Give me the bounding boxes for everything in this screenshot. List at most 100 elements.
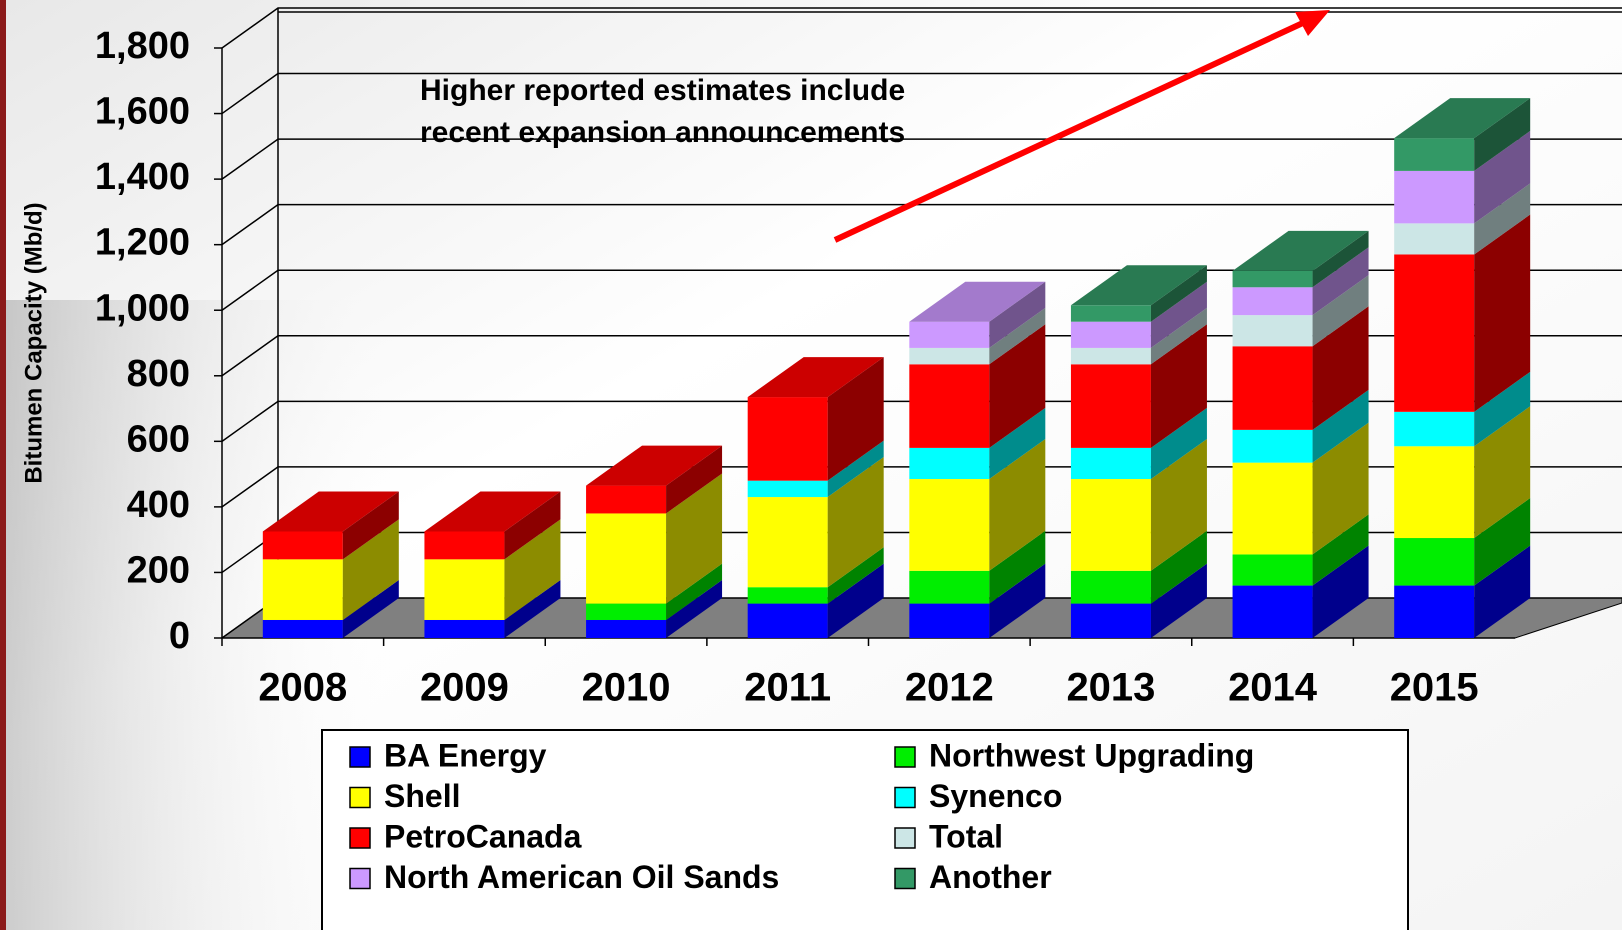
bar-side (1312, 230, 1369, 288)
bar (909, 321, 990, 348)
bar (909, 603, 990, 638)
bar (1070, 364, 1151, 448)
bar-side (1312, 422, 1369, 555)
bar-side (1474, 545, 1531, 638)
bar (586, 619, 667, 638)
bar (1232, 554, 1313, 586)
bar-side (342, 491, 399, 560)
bar (1070, 570, 1151, 604)
annotation: Higher reported estimates include (420, 74, 905, 107)
bar-side (666, 579, 723, 638)
legend-swatch (349, 786, 371, 809)
x-tick-label: 2011 (744, 666, 831, 710)
x-tick-label: 2009 (420, 666, 509, 710)
legend-label: BA Energy (384, 737, 547, 773)
x-tick-label: 2015 (1390, 666, 1479, 710)
bar (586, 485, 667, 514)
annotation: recent expansion announcements (420, 116, 905, 149)
bar (747, 397, 828, 481)
legend-items: BA Energy Northwest Upgrading Shell Synenco… (349, 737, 1254, 895)
bar (909, 479, 990, 571)
bar (747, 587, 828, 604)
bar-top (262, 491, 399, 532)
bar (1070, 305, 1151, 322)
bar-side (1474, 214, 1531, 412)
bar (1070, 347, 1151, 365)
legend-swatch (894, 746, 916, 768)
y-tick-label: 200 (127, 549, 190, 591)
left-strip (0, 0, 6, 930)
bar (1394, 446, 1475, 539)
legend (321, 729, 1409, 935)
bar-side (827, 457, 884, 588)
bar-side (1150, 324, 1207, 448)
bar-side (827, 440, 884, 498)
bar-side (989, 407, 1046, 480)
bar-side (827, 563, 884, 638)
bar (1394, 538, 1475, 586)
bar (747, 603, 828, 638)
bar-side (1150, 563, 1207, 638)
bar (909, 447, 990, 480)
arrow (833, 19, 1307, 243)
bar-side (1474, 183, 1531, 255)
bar-side (504, 519, 561, 620)
bar-top (1394, 98, 1531, 139)
bar-side (1474, 130, 1531, 224)
bar-side (827, 547, 884, 604)
bar-top (1070, 265, 1207, 306)
bar (424, 531, 505, 560)
bar-side (1312, 275, 1369, 347)
grid-line (221, 203, 1622, 246)
plot: 0 200 400 600 800 1,000 1,200 1,400 1,600 1,800 20… (95, 7, 1622, 710)
x-tick-label: 2013 (1066, 666, 1155, 710)
bar-side (989, 530, 1046, 604)
legend-label: Synenco (929, 778, 1062, 814)
bar (1070, 321, 1151, 348)
legend-label: Northwest Upgrading (929, 737, 1254, 773)
bar (909, 347, 990, 365)
bar-side (1312, 389, 1369, 463)
bar (1394, 585, 1475, 638)
bar (909, 570, 990, 604)
bar-side (989, 439, 1046, 571)
bar (586, 603, 667, 620)
bar-side (1474, 406, 1531, 539)
legend-label: Another (929, 859, 1052, 895)
legend-swatch (894, 827, 916, 849)
bar (1070, 603, 1151, 638)
bar-side (989, 281, 1046, 348)
bar-side (342, 519, 399, 620)
bar-side (1474, 98, 1531, 171)
bar (586, 513, 667, 604)
bar-top (747, 357, 884, 398)
bar (262, 619, 343, 638)
bar-side (1150, 439, 1207, 571)
legend-label: PetroCanada (384, 818, 582, 854)
bar (1394, 254, 1475, 412)
bar (262, 559, 343, 620)
bar-side (504, 579, 561, 638)
bar-side (1474, 498, 1531, 586)
bar (1232, 315, 1313, 347)
bar-top (586, 445, 723, 486)
legend-label: North American Oil Sands (384, 859, 779, 895)
x-tick-label: 2008 (258, 666, 347, 710)
bar-side (1150, 530, 1207, 604)
bar-side (504, 491, 561, 560)
legend-swatch (894, 786, 916, 809)
bar (424, 619, 505, 638)
legend-label: Shell (384, 778, 460, 814)
legend-label: Total (929, 818, 1003, 854)
bar (1070, 447, 1151, 480)
bar (1232, 462, 1313, 555)
legend-swatch (349, 746, 371, 768)
bar-side (1312, 306, 1369, 430)
bar (1232, 429, 1313, 463)
bar (747, 480, 828, 498)
bar-side (342, 579, 399, 638)
bar-side (1150, 265, 1207, 322)
y-tick-label: 1,800 (95, 25, 190, 67)
y-tick-label: 1,000 (95, 287, 190, 329)
